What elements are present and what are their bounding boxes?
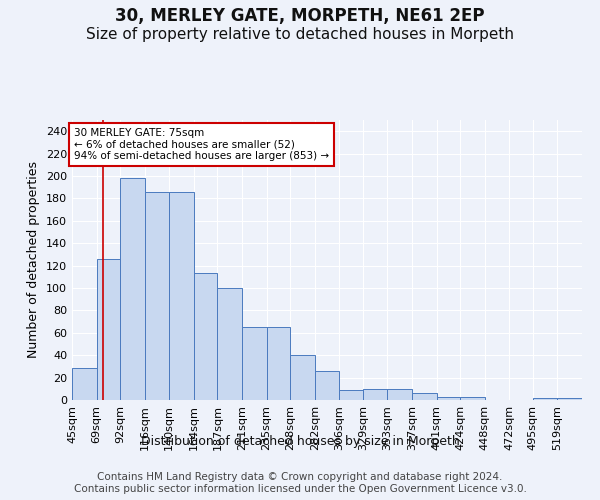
Bar xyxy=(97,259,120,400)
Bar xyxy=(557,398,582,400)
Bar xyxy=(412,394,437,400)
Bar xyxy=(533,398,557,400)
Bar xyxy=(460,396,485,400)
Text: Size of property relative to detached houses in Morpeth: Size of property relative to detached ho… xyxy=(86,28,514,42)
Bar xyxy=(266,327,290,400)
Text: Distribution of detached houses by size in Morpeth: Distribution of detached houses by size … xyxy=(140,435,460,448)
Bar xyxy=(72,368,97,400)
Text: 30, MERLEY GATE, MORPETH, NE61 2EP: 30, MERLEY GATE, MORPETH, NE61 2EP xyxy=(115,8,485,26)
Text: 30 MERLEY GATE: 75sqm
← 6% of detached houses are smaller (52)
94% of semi-detac: 30 MERLEY GATE: 75sqm ← 6% of detached h… xyxy=(74,128,329,161)
Y-axis label: Number of detached properties: Number of detached properties xyxy=(28,162,40,358)
Bar xyxy=(217,288,242,400)
Bar xyxy=(437,396,460,400)
Bar xyxy=(145,192,169,400)
Bar xyxy=(242,327,266,400)
Bar xyxy=(194,274,217,400)
Bar xyxy=(315,371,339,400)
Bar xyxy=(169,192,194,400)
Bar xyxy=(290,355,315,400)
Bar xyxy=(120,178,145,400)
Bar xyxy=(388,389,412,400)
Bar xyxy=(339,390,363,400)
Bar xyxy=(363,389,388,400)
Text: Contains HM Land Registry data © Crown copyright and database right 2024.
Contai: Contains HM Land Registry data © Crown c… xyxy=(74,472,526,494)
